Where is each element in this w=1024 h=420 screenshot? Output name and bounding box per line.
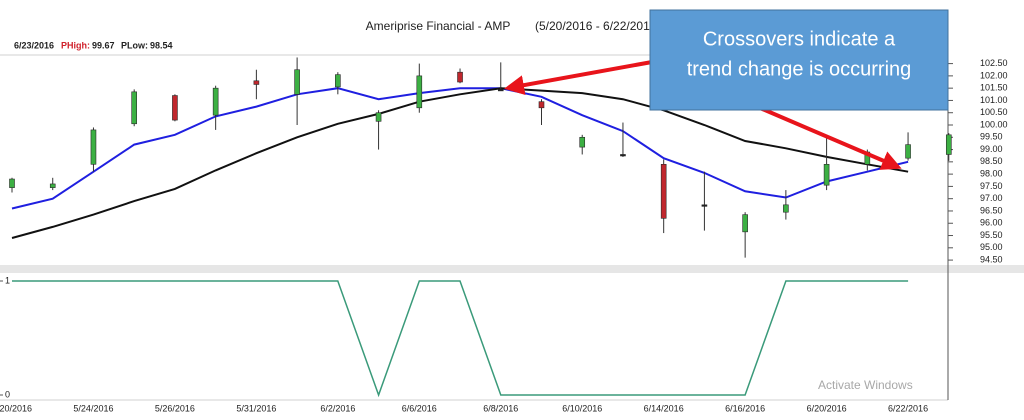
x-tick-label: 6/14/2016 <box>644 403 684 413</box>
y-tick-label: 98.00 <box>980 168 1003 178</box>
chart-subtitle: (5/20/2016 - 6/22/2016) <box>535 19 660 33</box>
y-tick-label: 102.50 <box>980 58 1008 68</box>
candle-body <box>497 89 504 92</box>
watermark: Activate Windows <box>818 378 913 392</box>
plot: 94.50 95.00 95.50 96.00 96.50 97.00 97.50 98.00… <box>0 57 1008 413</box>
indicator-line <box>12 280 909 398</box>
candle-body <box>620 154 626 157</box>
y-tick-label: 94.50 <box>980 254 1003 264</box>
candle-body <box>172 95 178 121</box>
candle-body <box>212 87 219 116</box>
candle-body <box>823 163 830 186</box>
x-tick-label: 6/2/2016 <box>320 403 355 413</box>
candle-body <box>49 183 56 188</box>
candle-body <box>253 80 260 85</box>
candle-body <box>783 204 789 213</box>
x-tick-label: 6/10/2016 <box>562 403 602 413</box>
x-tick-label: 5/24/2016 <box>73 403 113 413</box>
y-tick-label: 99.00 <box>980 144 1003 154</box>
callout-text: Crossovers indicate a <box>703 28 896 50</box>
y-tick-label: 97.00 <box>980 193 1003 203</box>
arrow <box>504 60 653 95</box>
y-tick-label: 95.00 <box>980 242 1003 252</box>
candle-body <box>905 144 911 159</box>
candle-body <box>538 101 545 109</box>
chart-title: Ameriprise Financial - AMP <box>366 19 511 33</box>
moving-average-line <box>11 87 909 210</box>
x-tick-label: 5/26/2016 <box>155 403 195 413</box>
candle-body <box>457 71 463 83</box>
callout-box <box>649 9 949 111</box>
x-tick-label: 6/6/2016 <box>402 403 437 413</box>
candle-body <box>660 163 667 219</box>
candle-body <box>579 136 586 148</box>
x-tick-label: 6/16/2016 <box>725 403 765 413</box>
candle-body <box>9 178 15 188</box>
y-tick-label: 101.50 <box>980 83 1008 93</box>
y-tick-label: 102.00 <box>980 70 1008 80</box>
y-tick-label: 101.00 <box>980 95 1008 105</box>
info-date: 6/23/2016 <box>14 40 54 50</box>
candle-body <box>375 112 382 122</box>
x-tick-label: 6/20/2016 <box>807 403 847 413</box>
info-high-label: PHigh: <box>61 40 90 50</box>
info-low-label: PLow: <box>121 40 148 50</box>
panel-separator <box>0 265 1024 273</box>
y-tick-label: 1 <box>5 275 10 285</box>
y-tick-label: 100.00 <box>980 119 1008 129</box>
candle-body <box>742 214 748 233</box>
x-tick-label: 5/31/2016 <box>236 403 276 413</box>
x-tick-label: 5/20/2016 <box>0 403 32 413</box>
arrow <box>759 106 902 170</box>
y-tick-label: 99.50 <box>980 132 1003 142</box>
candle-body <box>131 91 137 125</box>
candle-body <box>701 204 708 207</box>
callout-text: trend change is occurring <box>687 58 912 80</box>
info-low: 98.54 <box>150 40 173 50</box>
y-tick-label: 96.00 <box>980 218 1003 228</box>
moving-average-line <box>11 87 909 239</box>
y-tick-label: 97.50 <box>980 181 1003 191</box>
y-tick-label: 0 <box>5 389 10 399</box>
candle-body <box>294 69 300 95</box>
y-tick-label: 98.50 <box>980 156 1003 166</box>
candle-body <box>335 74 341 88</box>
y-tick-label: 100.50 <box>980 107 1008 117</box>
candle-body <box>945 134 952 155</box>
candle-body <box>416 75 423 109</box>
x-tick-label: 6/22/2016 <box>888 403 928 413</box>
y-tick-label: 95.50 <box>980 230 1003 240</box>
candle-body <box>90 129 97 165</box>
x-tick-label: 6/8/2016 <box>483 403 518 413</box>
info-high: 99.67 <box>92 40 115 50</box>
y-tick-label: 96.50 <box>980 205 1003 215</box>
